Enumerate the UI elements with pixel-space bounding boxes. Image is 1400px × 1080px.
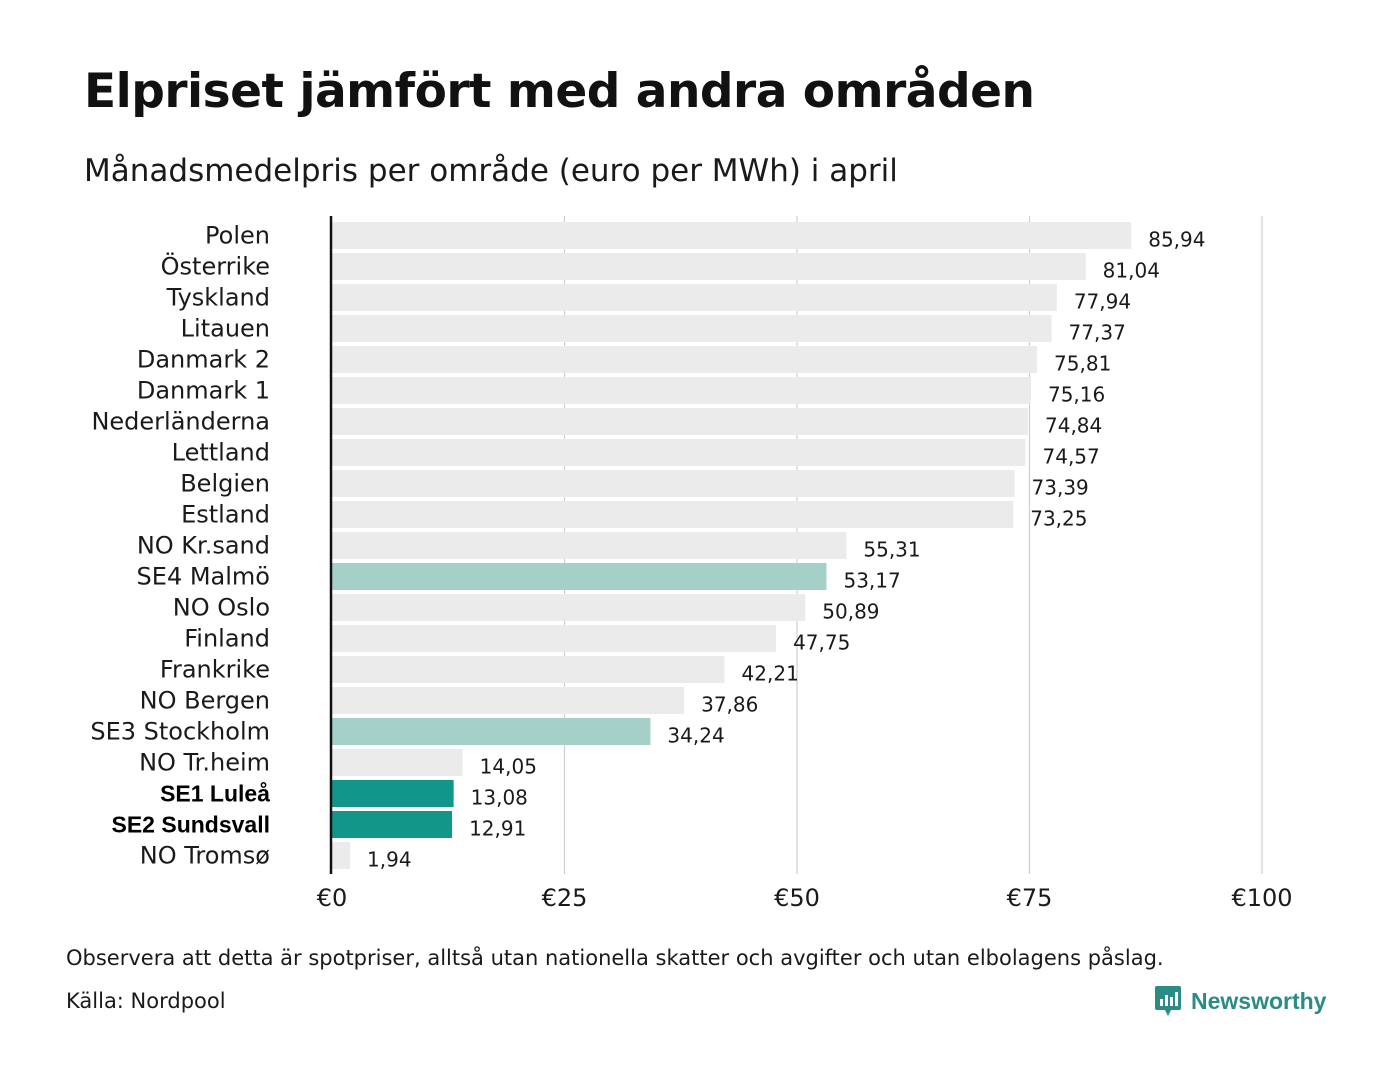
- category-label: Danmark 1: [137, 377, 270, 405]
- category-label: NO Bergen: [140, 687, 270, 715]
- category-label: SE3 Stockholm: [90, 718, 270, 746]
- category-label: NO Oslo: [173, 594, 270, 622]
- value-label: 14,05: [480, 755, 537, 779]
- category-label: Polen: [205, 222, 270, 250]
- bar: [332, 780, 454, 807]
- category-label: Österrike: [161, 252, 270, 281]
- category-label: Frankrike: [160, 656, 270, 684]
- x-tick-label: €75: [1007, 884, 1053, 912]
- category-label: Estland: [181, 501, 270, 529]
- value-label: 1,94: [367, 848, 412, 872]
- value-label: 75,16: [1048, 383, 1105, 407]
- value-label: 50,89: [822, 600, 879, 624]
- bar: [332, 532, 847, 559]
- value-label: 12,91: [469, 817, 526, 841]
- brand-logo: Newsworthy: [1154, 984, 1326, 1018]
- value-label: 47,75: [793, 631, 850, 655]
- bar: [332, 811, 453, 838]
- x-tick-label: €25: [542, 884, 588, 912]
- value-label: 77,94: [1074, 290, 1131, 314]
- category-label: NO Kr.sand: [137, 532, 270, 560]
- value-label: 13,08: [471, 786, 528, 810]
- value-label: 77,37: [1069, 321, 1126, 345]
- bar: [332, 749, 463, 776]
- value-label: 55,31: [863, 538, 920, 562]
- bar: [332, 315, 1052, 342]
- bar: [332, 346, 1038, 373]
- category-label: NO Tr.heim: [139, 749, 270, 777]
- bar: [332, 408, 1029, 435]
- category-label: SE1 Luleå: [160, 781, 270, 807]
- x-tick-label: €0: [317, 884, 348, 912]
- bar: [332, 470, 1015, 497]
- category-label: SE4 Malmö: [137, 563, 270, 591]
- source-credit: Källa: Nordpool: [66, 989, 226, 1013]
- category-label: Lettland: [172, 439, 270, 467]
- chart-title: Elpriset jämfört med andra områden: [84, 64, 1035, 119]
- value-label: 74,84: [1045, 414, 1102, 438]
- bar: [332, 625, 777, 652]
- chart-subtitle: Månadsmedelpris per område (euro per MWh…: [84, 153, 898, 189]
- category-label: Litauen: [181, 315, 270, 343]
- x-tick-label: €100: [1231, 884, 1292, 912]
- bar: [332, 656, 725, 683]
- footnote: Observera att detta är spotpriser, allts…: [66, 946, 1164, 970]
- bar: [332, 687, 685, 714]
- category-label: SE2 Sundsvall: [111, 812, 270, 838]
- bar: [332, 842, 351, 869]
- bar: [332, 377, 1031, 404]
- value-label: 85,94: [1148, 228, 1205, 252]
- category-label: Finland: [184, 625, 270, 653]
- brand-name: Newsworthy: [1191, 987, 1327, 1014]
- value-label: 42,21: [742, 662, 799, 686]
- bar: [332, 439, 1026, 466]
- value-label: 81,04: [1103, 259, 1160, 283]
- category-label: Tyskland: [166, 284, 270, 312]
- value-label: 73,25: [1030, 507, 1087, 531]
- category-label: Danmark 2: [137, 346, 270, 374]
- bar: [332, 501, 1014, 528]
- bar: [332, 222, 1132, 249]
- bar: [332, 284, 1057, 311]
- value-label: 34,24: [667, 724, 724, 748]
- value-labels: 85,94 81,04 77,94 77,37 75,81 75,16 74,84 74,57…: [367, 228, 1205, 872]
- bar: [332, 594, 806, 621]
- value-label: 73,39: [1032, 476, 1089, 500]
- newsworthy-logo-icon: [1155, 986, 1181, 1016]
- bar: [332, 253, 1086, 280]
- x-tick-label: €50: [774, 884, 820, 912]
- value-label: 75,81: [1054, 352, 1111, 376]
- value-label: 74,57: [1043, 445, 1100, 469]
- x-axis-ticks: €0 €25 €50 €75 €100: [317, 884, 1293, 912]
- bar: [332, 718, 651, 745]
- category-label: NO Tromsø: [140, 842, 270, 870]
- value-label: 37,86: [701, 693, 758, 717]
- bar: [332, 563, 827, 590]
- bars: [332, 222, 1132, 869]
- category-label: Belgien: [180, 470, 270, 498]
- category-label: Nederländerna: [91, 408, 270, 436]
- value-label: 53,17: [843, 569, 900, 593]
